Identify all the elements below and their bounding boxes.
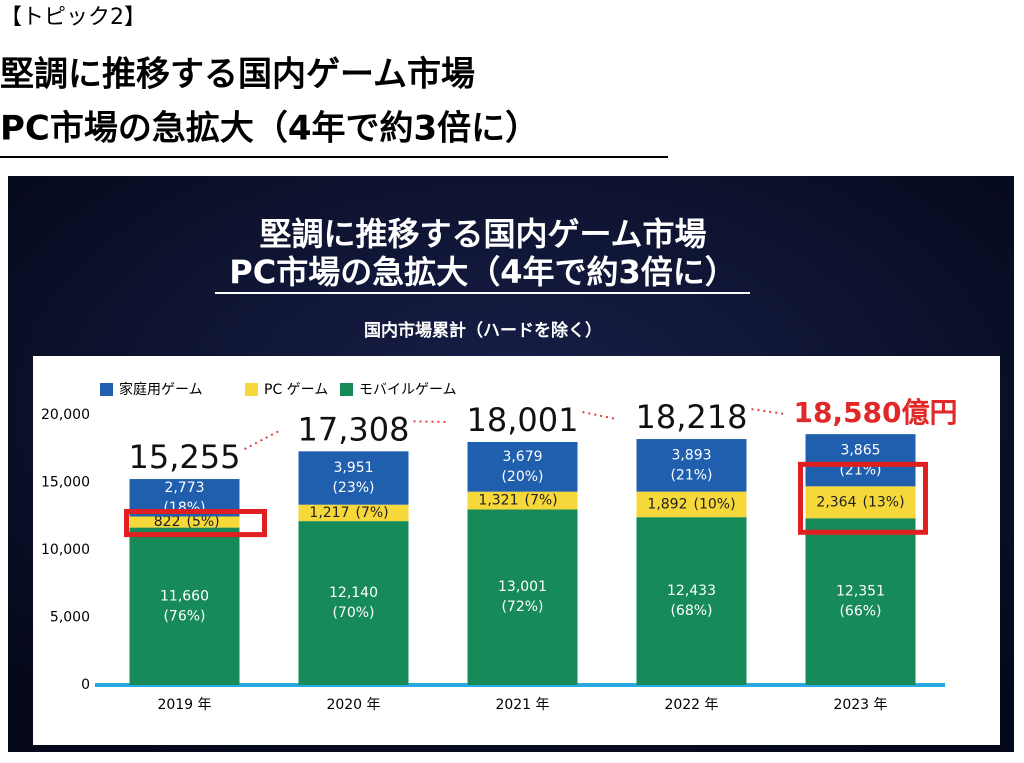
bar-segment — [298, 504, 409, 522]
value-label: 13,001 — [498, 579, 547, 595]
legend-label: 家庭用ゲーム — [119, 381, 203, 398]
value-label: 11,660 — [160, 588, 209, 604]
value-label: 12,433 — [667, 583, 716, 599]
value-label: 822 — [154, 514, 181, 530]
value-label: 3,951 — [333, 460, 373, 476]
bar-segment — [467, 491, 578, 510]
value-label: 12,140 — [329, 585, 378, 601]
share-label: (70%) — [332, 605, 374, 621]
y-tick-label: 15,000 — [41, 475, 90, 491]
legend-swatch — [100, 383, 113, 396]
value-label: 1,892 — [647, 496, 687, 512]
y-tick-label: 20,000 — [41, 407, 90, 423]
x-tick-label: 2023 年 — [833, 697, 887, 713]
bar-segment — [467, 441, 578, 492]
share-label: (66%) — [839, 604, 881, 620]
value-label: 3,893 — [671, 447, 711, 463]
value-label: 2,364 — [816, 494, 856, 510]
bar-segment — [805, 518, 916, 685]
x-tick-label: 2021 年 — [495, 697, 549, 713]
highlight-box — [124, 508, 267, 538]
share-label: (76%) — [163, 608, 205, 624]
x-tick-label: 2019 年 — [157, 697, 211, 713]
share-label: (10%) — [694, 496, 736, 512]
bar-segment — [129, 527, 240, 685]
share-label: (23%) — [332, 480, 374, 496]
total-label: 17,308 — [298, 410, 410, 448]
share-label: (68%) — [670, 603, 712, 619]
total-label: 15,255 — [129, 438, 241, 476]
share-label: (7%) — [356, 505, 389, 521]
legend-label: モバイルゲーム — [359, 382, 457, 398]
total-label: 18,001 — [467, 401, 579, 439]
value-label: 3,865 — [840, 442, 880, 458]
bar-segment — [636, 491, 747, 518]
bar-segment — [298, 451, 409, 505]
y-tick-label: 10,000 — [41, 542, 90, 558]
value-label: 2,773 — [164, 480, 204, 496]
chart-title: PC市場の急拡大（4年で約3倍に） — [229, 253, 736, 291]
share-label: (7%) — [525, 493, 558, 509]
title: 堅調に推移する国内ゲーム市場 — [0, 55, 475, 95]
bar-segment — [129, 516, 240, 528]
legend-swatch — [340, 383, 353, 396]
bar-segment — [467, 509, 578, 685]
legend-label: PC ゲーム — [264, 382, 328, 398]
bar-segment — [636, 517, 747, 685]
plot: 0 5,000 10,000 15,000 20,000 家庭用ゲーム PC ゲーム モバイル… — [41, 381, 958, 713]
total-label: 18,218 — [636, 398, 748, 436]
topic: 【トピック2】 — [0, 5, 146, 30]
bar-segment — [636, 439, 747, 492]
share-label: (13%) — [863, 494, 905, 510]
share-label: (5%) — [187, 514, 220, 530]
value-label: 1,321 — [478, 493, 518, 509]
value-label: 3,679 — [502, 449, 542, 465]
highlight-box — [798, 461, 928, 535]
chart-subtitle: 国内市場累計（ハードを除く） — [364, 320, 602, 341]
y-tick-label: 0 — [81, 677, 90, 693]
x-tick-label: 2020 年 — [326, 697, 380, 713]
title: PC市場の急拡大（4年で約3倍に） — [0, 109, 539, 149]
total-label: 18,580億円 — [793, 396, 957, 429]
trend-arrow — [244, 430, 279, 450]
share-label: (72%) — [501, 599, 543, 615]
bar-segment — [298, 521, 409, 685]
y-tick-label: 5,000 — [50, 610, 90, 626]
bar-segment — [805, 434, 916, 487]
chart-title: 堅調に推移する国内ゲーム市場 — [259, 215, 706, 253]
value-label: 12,351 — [836, 584, 885, 600]
share-label: (20%) — [501, 469, 543, 485]
value-label: 1,217 — [309, 505, 349, 521]
share-label: (21%) — [670, 467, 712, 483]
legend-swatch — [245, 383, 258, 396]
bar-segment — [805, 486, 916, 519]
x-tick-label: 2022 年 — [664, 697, 718, 713]
